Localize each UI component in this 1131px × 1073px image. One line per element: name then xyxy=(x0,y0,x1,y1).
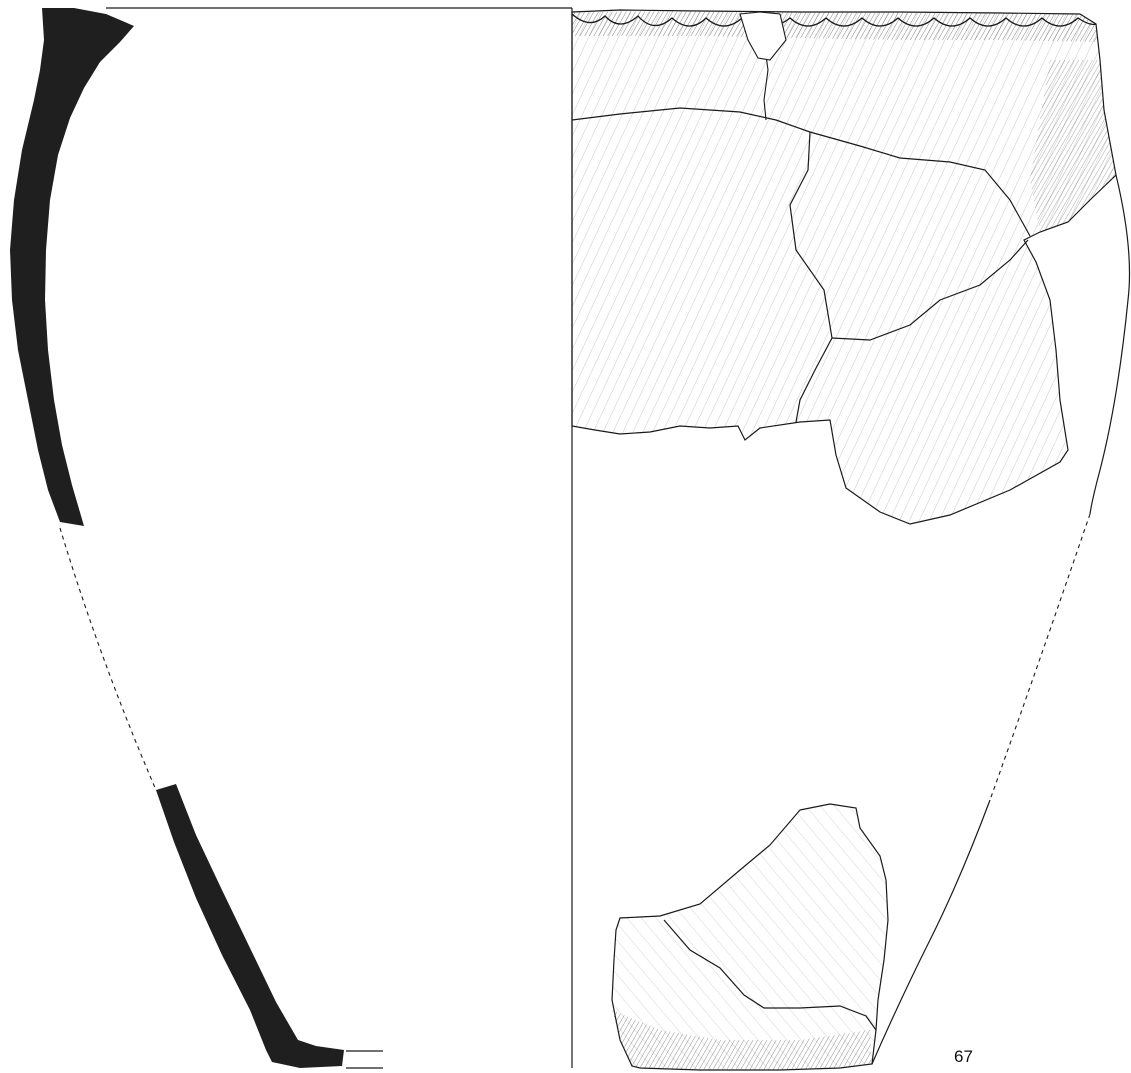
break-line-3 xyxy=(831,239,1029,341)
upper-wall-section xyxy=(10,8,134,526)
outer-lower-profile xyxy=(871,799,991,1065)
upper-sherd-group xyxy=(571,9,1117,525)
lower-wall-section xyxy=(156,784,344,1068)
rim-band-shading xyxy=(572,11,1098,42)
reconstruction-dashed-line xyxy=(59,527,157,791)
base-shading xyxy=(612,1010,872,1070)
exterior-view xyxy=(571,9,1131,1071)
break-line-5 xyxy=(663,919,877,1031)
rim-scallop-edge xyxy=(571,13,1097,27)
catalog-number-label: 67 xyxy=(954,1047,973,1066)
outer-reconstruction-dashed xyxy=(989,513,1091,801)
outer-profile-line xyxy=(1089,174,1131,515)
rim-notch xyxy=(739,11,787,61)
break-line-1 xyxy=(571,107,1031,237)
break-line-2 xyxy=(789,131,833,423)
right-edge-shading xyxy=(1030,60,1116,232)
profile-view xyxy=(10,7,573,1069)
